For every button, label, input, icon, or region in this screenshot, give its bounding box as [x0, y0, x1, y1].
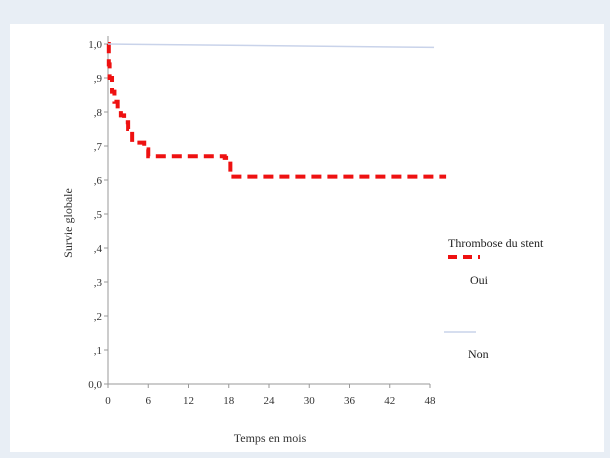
- y-axis-title: Survie globale: [61, 188, 75, 258]
- x-tick-label: 6: [146, 395, 152, 407]
- x-tick-label: 24: [264, 395, 276, 407]
- x-tick-label: 42: [384, 395, 395, 407]
- y-tick-label: ,7: [94, 141, 103, 153]
- y-tick-label: ,2: [94, 311, 102, 323]
- x-tick-label: 48: [425, 395, 437, 407]
- chart-frame: 0 6 12 18 24 30 36 42 48 0,0 ,1 ,2 ,3 ,4 ,5 ,6 ,7 ,8 ,9 1,…: [10, 24, 604, 452]
- y-tick-label: ,9: [94, 73, 103, 85]
- legend: Thrombose du stent Oui Non: [444, 236, 544, 361]
- x-tick-label: 36: [344, 395, 356, 407]
- x-tick-label: 12: [183, 395, 194, 407]
- y-tick-label: ,8: [94, 107, 103, 119]
- legend-label-oui: Oui: [470, 273, 489, 287]
- series-layer: [106, 42, 447, 179]
- legend-label-non: Non: [468, 347, 489, 361]
- y-tick-label: ,3: [94, 277, 103, 289]
- x-tick-label: 18: [223, 395, 235, 407]
- y-axis-ticks: 0,0 ,1 ,2 ,3 ,4 ,5 ,6 ,7 ,8 ,9 1,0: [88, 39, 108, 391]
- x-tick-label: 0: [105, 395, 111, 407]
- y-tick-label: ,4: [94, 243, 103, 255]
- y-tick-label: ,5: [94, 209, 103, 221]
- y-tick-label: 0,0: [88, 379, 102, 391]
- series-line-oui: [106, 42, 447, 179]
- chart-svg: 0 6 12 18 24 30 36 42 48 0,0 ,1 ,2 ,3 ,4 ,5 ,6 ,7 ,8 ,9 1,…: [61, 36, 544, 445]
- y-tick-label: 1,0: [88, 39, 102, 51]
- x-axis-ticks: 0 6 12 18 24 30 36 42 48: [105, 384, 436, 407]
- axes: [107, 36, 430, 385]
- legend-title: Thrombose du stent: [448, 236, 544, 250]
- y-tick-label: ,1: [94, 345, 102, 357]
- x-tick-label: 30: [304, 395, 316, 407]
- series-line-non: [107, 43, 435, 49]
- y-tick-label: ,6: [94, 175, 103, 187]
- x-axis-title: Temps en mois: [234, 431, 307, 445]
